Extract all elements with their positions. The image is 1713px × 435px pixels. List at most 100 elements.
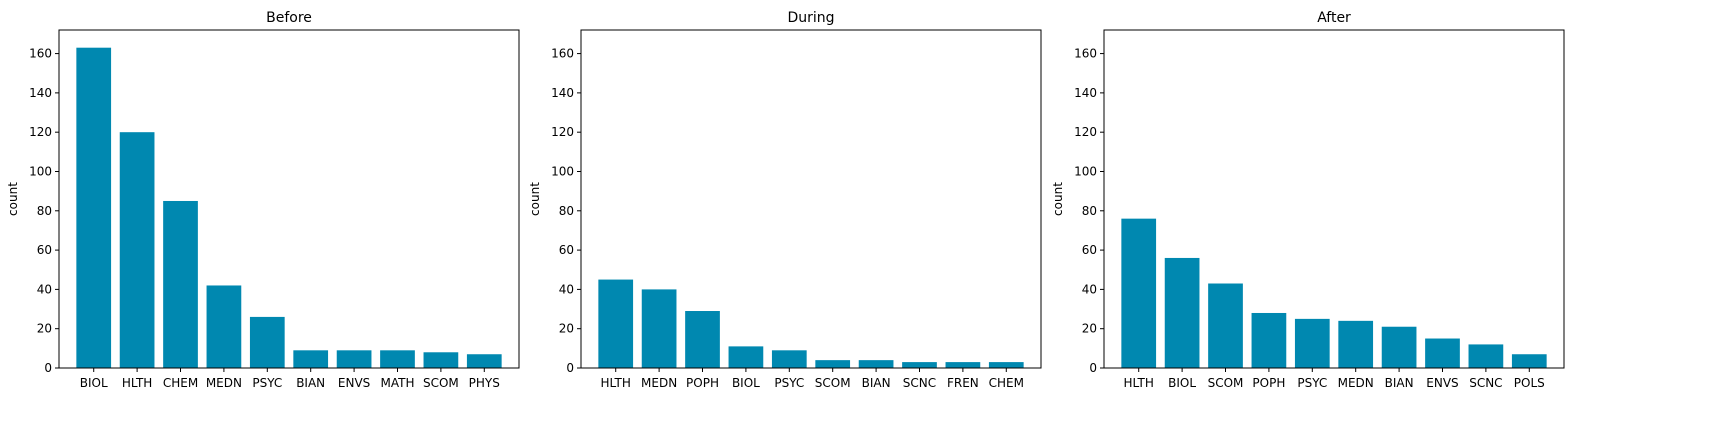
x-tick-label: MEDN <box>641 376 677 390</box>
y-tick-label: 160 <box>29 47 52 61</box>
chart-panel-before: Before BIOL HLTH CHEM MEDN PSYC BIAN ENVS MATH SC… <box>6 10 520 390</box>
chart-title: During <box>787 10 834 26</box>
y-tick-label: 20 <box>1082 322 1097 336</box>
bar-biol <box>1164 257 1200 368</box>
y-tick-label: 120 <box>1074 125 1097 139</box>
bar-poph <box>685 311 720 368</box>
bar-phys <box>466 354 502 368</box>
bar-chem <box>988 362 1024 368</box>
y-tick-label: 20 <box>37 322 52 336</box>
y-axis-label: count <box>6 182 20 216</box>
bar-hlth <box>598 279 634 368</box>
bar-psyc <box>1294 318 1330 368</box>
y-tick-label: 40 <box>559 282 574 296</box>
x-tick-label: PSYC <box>1297 376 1327 390</box>
y-tick-label: 0 <box>44 361 52 375</box>
bar-biol <box>728 346 764 368</box>
x-tick-label: SCNC <box>903 376 936 390</box>
plot-frame <box>1103 29 1565 369</box>
x-tick-label: ENVS <box>1426 376 1458 390</box>
y-axis-label: count <box>1051 182 1065 216</box>
bar-psyc <box>771 350 807 368</box>
chart-title: After <box>1317 10 1351 26</box>
y-tick-label: 140 <box>1074 86 1097 100</box>
x-tick-label: SCNC <box>1469 376 1502 390</box>
x-tick-label: BIAN <box>1385 376 1414 390</box>
bar-fren <box>945 362 981 368</box>
bar-envs <box>1425 338 1460 368</box>
y-tick-label: 100 <box>551 164 574 178</box>
bar-scom <box>423 352 459 368</box>
y-tick-label: 80 <box>559 204 574 218</box>
y-tick-label: 60 <box>37 243 52 257</box>
x-tick-label: BIAN <box>862 376 891 390</box>
y-tick-label: 100 <box>1074 164 1097 178</box>
chart-panel-after: After HLTH BIOL SCOM POPH PSYC MEDN BIAN ENVS SCN… <box>1051 10 1565 390</box>
y-tick-label: 140 <box>551 86 574 100</box>
y-tick-label: 120 <box>29 125 52 139</box>
y-tick-label: 60 <box>559 243 574 257</box>
bar-poph <box>1251 312 1287 368</box>
x-tick-label: HLTH <box>122 376 152 390</box>
x-tick-label: SCOM <box>1208 376 1244 390</box>
x-tick-label: POPH <box>686 376 719 390</box>
y-tick-label: 40 <box>37 282 52 296</box>
y-tick-label: 160 <box>1074 47 1097 61</box>
y-tick-label: 20 <box>559 322 574 336</box>
y-tick-label: 0 <box>566 361 574 375</box>
y-tick-label: 120 <box>551 125 574 139</box>
x-tick-label: PHYS <box>469 376 500 390</box>
bar-envs <box>336 350 372 368</box>
bar-medn <box>1338 320 1374 368</box>
x-tick-label: CHEM <box>163 376 198 390</box>
bar-hlth <box>1121 218 1157 368</box>
plot-frame <box>58 29 520 369</box>
x-tick-label: BIOL <box>80 376 108 390</box>
bar-scom <box>815 360 851 368</box>
bar-scom <box>1208 283 1243 368</box>
x-tick-label: BIOL <box>1168 376 1196 390</box>
bar-medn <box>641 289 677 368</box>
x-tick-label: MEDN <box>1338 376 1374 390</box>
y-tick-label: 80 <box>1082 204 1097 218</box>
bar-hlth <box>119 132 155 368</box>
y-tick-label: 140 <box>29 86 52 100</box>
x-tick-label: BIOL <box>732 376 760 390</box>
y-tick-label: 60 <box>1082 243 1097 257</box>
x-tick-label: HLTH <box>601 376 631 390</box>
bar-bian <box>1381 326 1417 368</box>
bar-psyc <box>249 316 285 368</box>
bar-bian <box>293 350 329 368</box>
bar-math <box>380 350 415 368</box>
y-tick-label: 40 <box>1082 282 1097 296</box>
x-tick-label: PSYC <box>252 376 282 390</box>
bar-chem <box>163 200 198 368</box>
y-tick-label: 0 <box>1089 361 1097 375</box>
x-tick-label: ENVS <box>338 376 370 390</box>
bar-pols <box>1511 354 1547 368</box>
bar-bian <box>858 360 894 368</box>
x-tick-label: SCOM <box>815 376 851 390</box>
bar-biol <box>76 47 112 368</box>
y-tick-label: 80 <box>37 204 52 218</box>
x-tick-label: SCOM <box>423 376 459 390</box>
y-axis-label: count <box>528 182 542 216</box>
x-tick-label: POLS <box>1514 376 1545 390</box>
x-tick-label: POPH <box>1252 376 1285 390</box>
x-tick-label: PSYC <box>774 376 804 390</box>
bar-scnc <box>1468 344 1504 368</box>
plot-frame <box>580 29 1042 369</box>
x-tick-label: MEDN <box>206 376 242 390</box>
chart-title: Before <box>266 10 312 26</box>
x-tick-label: MATH <box>380 376 414 390</box>
x-tick-label: FREN <box>947 376 979 390</box>
chart-panel-during: During HLTH MEDN POPH BIOL PSYC SCOM BIAN SCNC FR… <box>528 10 1042 390</box>
x-tick-label: BIAN <box>296 376 325 390</box>
x-tick-label: CHEM <box>989 376 1024 390</box>
bar-medn <box>206 285 242 368</box>
y-tick-label: 160 <box>551 47 574 61</box>
y-tick-label: 100 <box>29 164 52 178</box>
bar-scnc <box>902 362 937 368</box>
